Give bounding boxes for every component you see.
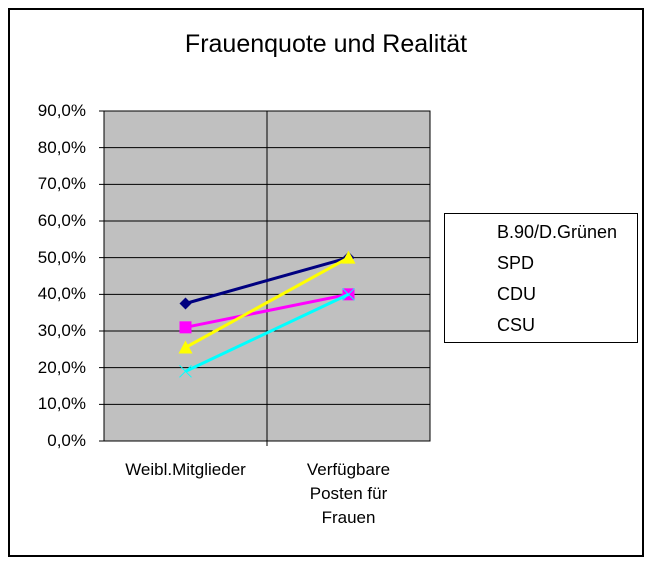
y-tick-label: 50,0% xyxy=(37,247,86,267)
legend-item: CSU xyxy=(497,315,536,335)
y-tick-label: 60,0% xyxy=(37,211,86,230)
y-tick-label: 40,0% xyxy=(37,284,86,304)
legend-item: B.90/D.Grünen xyxy=(497,222,618,242)
y-tick-label: 80,0% xyxy=(37,137,86,157)
x-tick-label: Verfügbare Posten für Frauen xyxy=(306,460,391,527)
legend-item: SPD xyxy=(497,253,535,273)
y-tick-label: 10,0% xyxy=(37,394,86,414)
y-tick-label: 0,0% xyxy=(47,431,86,450)
chart-title: Frauenquote und Realität xyxy=(184,30,468,58)
x-tick-label: Weibl.Mitglieder xyxy=(125,460,246,479)
y-tick-label: 30,0% xyxy=(37,321,86,340)
legend: B.90/D.Grünen SPD CDU CSU xyxy=(444,213,638,343)
y-tick-label: 20,0% xyxy=(37,357,86,377)
y-tick-label: 90,0% xyxy=(37,101,86,120)
legend-item: CDU xyxy=(497,284,536,304)
y-tick-label: 70,0% xyxy=(37,174,86,194)
